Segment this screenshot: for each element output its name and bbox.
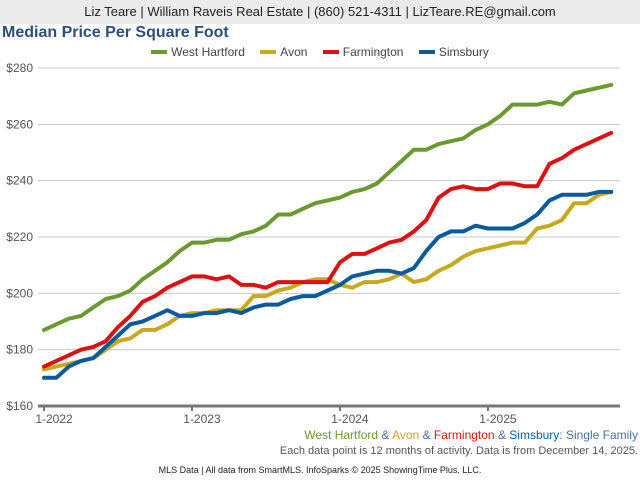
subtitle-part: Simsbury bbox=[509, 428, 560, 442]
subtitle-part: Avon bbox=[392, 428, 420, 442]
chart-subtitle: West Hartford & Avon & Farmington & Sims… bbox=[304, 428, 638, 442]
legend-swatch bbox=[260, 49, 277, 54]
data-note: Each data point is 12 months of activity… bbox=[279, 445, 638, 457]
legend-item-west-hartford[interactable]: West Hartford bbox=[151, 45, 245, 59]
y-tick-label: $180 bbox=[6, 343, 33, 357]
x-tick-label: 1-2025 bbox=[479, 412, 517, 426]
series-line-west-hartford bbox=[42, 82, 614, 332]
chart-legend: West Hartford Avon Farmington Simsbury bbox=[0, 45, 640, 59]
legend-item-avon[interactable]: Avon bbox=[260, 45, 307, 59]
legend-swatch bbox=[322, 49, 339, 54]
series-line-simsbury bbox=[42, 189, 614, 380]
y-tick-label: $280 bbox=[6, 61, 33, 75]
x-tick-label: 1-2023 bbox=[183, 412, 221, 426]
subtitle-part: : Single Family bbox=[559, 428, 638, 442]
line-chart: $160 $180 $200 $220 $240 $260 $280 1-2022 1-2023… bbox=[6, 61, 620, 426]
series-line-farmington bbox=[42, 130, 614, 369]
subtitle-part: & bbox=[494, 428, 510, 442]
x-tick-label: 1-2022 bbox=[35, 412, 73, 426]
contact-text: Liz Teare | William Raveis Real Estate |… bbox=[84, 4, 556, 19]
y-tick-label: $200 bbox=[6, 286, 33, 300]
y-tick-label: $260 bbox=[6, 117, 33, 131]
legend-item-simsbury[interactable]: Simsbury bbox=[418, 45, 489, 59]
subtitle-part: & bbox=[378, 428, 393, 442]
legend-swatch bbox=[418, 49, 435, 54]
footer-credit: MLS Data | All data from SmartMLS. InfoS… bbox=[158, 465, 482, 475]
legend-label: Avon bbox=[280, 45, 308, 59]
y-tick-label: $220 bbox=[6, 230, 33, 244]
legend-label: West Hartford bbox=[171, 45, 245, 59]
subtitle-part: Farmington bbox=[433, 428, 495, 442]
legend-label: Simsbury bbox=[438, 45, 489, 59]
y-tick-label: $240 bbox=[6, 174, 33, 188]
subtitle-part: & bbox=[419, 428, 434, 442]
legend-swatch bbox=[151, 49, 168, 54]
subtitle-part: West Hartford bbox=[304, 428, 379, 442]
y-tick-label: $160 bbox=[6, 399, 33, 413]
chart-title: Median Price Per Square Foot bbox=[2, 24, 229, 41]
legend-item-farmington[interactable]: Farmington bbox=[322, 45, 404, 59]
x-tick-label: 1-2024 bbox=[331, 412, 369, 426]
contact-header: Liz Teare | William Raveis Real Estate |… bbox=[0, 0, 640, 24]
legend-label: Farmington bbox=[342, 45, 404, 59]
